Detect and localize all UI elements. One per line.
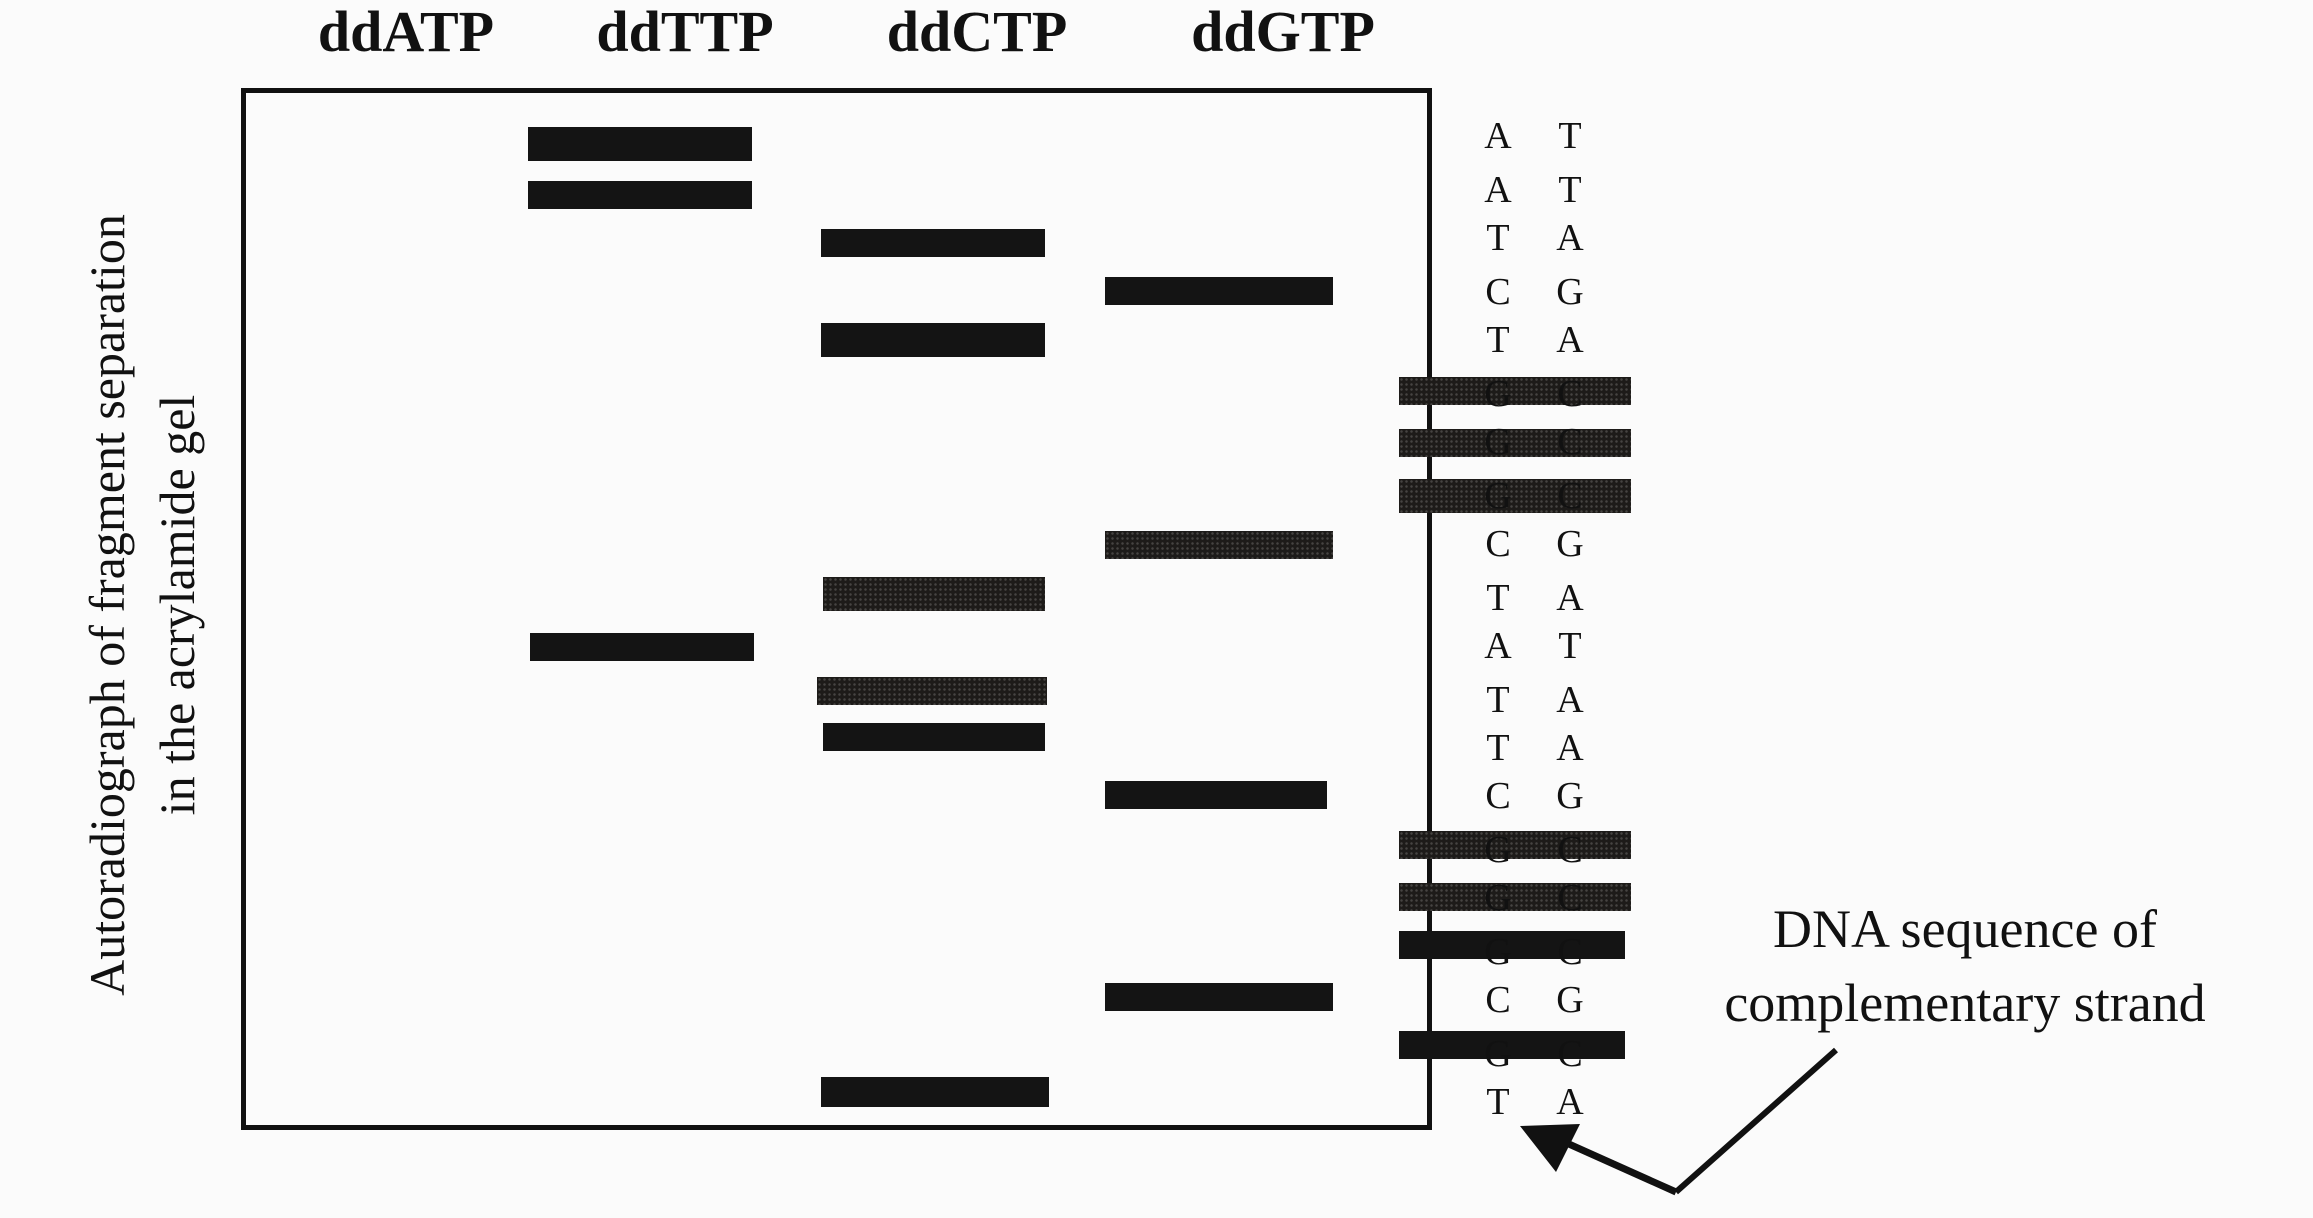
seq-left-13: T: [1486, 727, 1510, 769]
band-ddctp-3: [1105, 781, 1327, 809]
caption-line2: complementary strand: [1724, 973, 2206, 1033]
seq-right-5: A: [1556, 319, 1584, 361]
gel-autoradiograph: [241, 88, 1631, 1130]
seq-right-7: C: [1557, 421, 1583, 463]
seq-left-11: A: [1484, 625, 1512, 667]
arrow-segment: [1558, 1136, 1678, 1196]
seq-right-2: T: [1558, 169, 1582, 211]
band-ddgtp-4: [1399, 831, 1631, 859]
seq-right-12: A: [1556, 679, 1584, 721]
band-ddatp-2: [528, 181, 752, 209]
lane-title-ddttp: ddTTP: [596, 0, 774, 64]
seq-left-4: C: [1485, 271, 1511, 313]
seq-right-8: C: [1557, 475, 1583, 517]
seq-right-11: T: [1558, 625, 1582, 667]
seq-right-4: G: [1556, 271, 1584, 313]
seq-left-7: G: [1484, 421, 1512, 463]
seq-left-5: T: [1486, 319, 1510, 361]
seq-left-10: T: [1486, 577, 1510, 619]
seq-left-3: T: [1486, 217, 1510, 259]
band-ddctp-4: [1105, 983, 1333, 1011]
lane-title-ddctp: ddCTP: [886, 0, 1068, 64]
seq-left-17: G: [1484, 931, 1512, 973]
band-ddatp-3: [530, 633, 754, 661]
seq-right-10: A: [1556, 577, 1584, 619]
seq-left-1: A: [1484, 115, 1512, 157]
arrow-shaft: [1674, 1047, 1838, 1195]
complementary-strand-caption: DNA sequence of complementary strand: [1655, 892, 2275, 1040]
seq-left-8: G: [1484, 475, 1512, 517]
caption-line1: DNA sequence of: [1773, 899, 2157, 959]
seq-left-16: G: [1484, 877, 1512, 919]
seq-right-19: C: [1557, 1033, 1583, 1075]
band-ddttp-3: [823, 577, 1045, 611]
seq-right-6: C: [1557, 373, 1583, 415]
seq-right-18: G: [1556, 979, 1584, 1021]
band-ddgtp-2: [1399, 429, 1631, 457]
seq-left-20: T: [1486, 1081, 1510, 1123]
seq-right-16: C: [1557, 877, 1583, 919]
band-ddatp-1: [528, 127, 752, 161]
seq-right-17: C: [1557, 931, 1583, 973]
seq-left-14: C: [1485, 775, 1511, 817]
seq-left-12: T: [1486, 679, 1510, 721]
band-ddttp-5: [823, 723, 1045, 751]
seq-left-18: C: [1485, 979, 1511, 1021]
band-ddgtp-7: [1399, 1031, 1625, 1059]
seq-right-14: G: [1556, 775, 1584, 817]
band-ddgtp-5: [1399, 883, 1631, 911]
arrow-head: [1520, 1124, 1580, 1172]
seq-right-9: G: [1556, 523, 1584, 565]
lane-title-ddatp: ddATP: [317, 0, 495, 64]
seq-left-6: G: [1484, 373, 1512, 415]
band-ddgtp-6: [1399, 931, 1625, 959]
seq-left-19: G: [1484, 1033, 1512, 1075]
band-ddgtp-1: [1399, 377, 1631, 405]
band-ddttp-4: [817, 677, 1047, 705]
seq-right-3: A: [1556, 217, 1584, 259]
lane-title-ddgtp: ddGTP: [1191, 0, 1375, 64]
seq-left-2: A: [1484, 169, 1512, 211]
seq-right-20: A: [1556, 1081, 1584, 1123]
band-ddctp-2: [1105, 531, 1333, 559]
band-ddgtp-3: [1399, 479, 1631, 513]
band-ddttp-2: [821, 323, 1045, 357]
seq-left-9: C: [1485, 523, 1511, 565]
seq-right-13: A: [1556, 727, 1584, 769]
seq-right-15: C: [1557, 829, 1583, 871]
band-ddttp-1: [821, 229, 1045, 257]
seq-right-1: T: [1558, 115, 1582, 157]
band-ddctp-1: [1105, 277, 1333, 305]
band-ddttp-6: [821, 1077, 1049, 1107]
seq-left-15: G: [1484, 829, 1512, 871]
